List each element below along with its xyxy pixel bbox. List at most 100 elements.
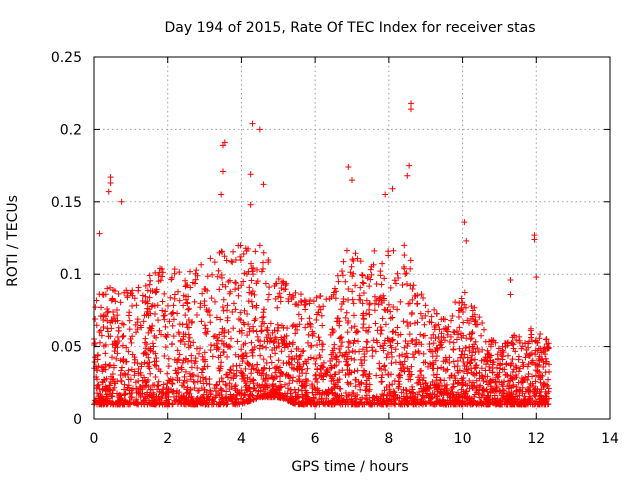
data-point xyxy=(343,356,350,363)
data-point xyxy=(241,307,248,314)
data-point xyxy=(117,299,124,306)
data-point xyxy=(151,361,158,368)
data-point xyxy=(476,394,483,401)
data-point xyxy=(399,351,406,358)
data-points xyxy=(91,100,553,408)
data-point xyxy=(216,286,223,293)
data-point xyxy=(417,368,424,375)
data-point xyxy=(481,326,488,333)
data-point xyxy=(248,277,255,284)
data-point xyxy=(394,270,401,277)
data-point xyxy=(377,324,384,331)
data-point xyxy=(360,280,367,287)
data-point xyxy=(114,378,121,385)
data-point xyxy=(223,388,230,395)
data-point xyxy=(120,321,127,328)
data-point xyxy=(456,324,463,331)
data-point xyxy=(230,325,237,332)
data-point xyxy=(155,317,162,324)
data-point xyxy=(259,343,266,350)
data-point xyxy=(160,313,167,320)
data-point xyxy=(152,373,159,380)
data-point xyxy=(336,369,343,376)
data-point xyxy=(183,389,190,396)
data-point xyxy=(468,303,475,310)
data-point xyxy=(461,289,468,296)
data-point xyxy=(126,397,133,404)
data-point xyxy=(320,303,327,310)
data-point xyxy=(411,320,418,327)
data-point xyxy=(408,311,415,318)
x-tick-label: 4 xyxy=(237,431,246,447)
data-point xyxy=(219,281,226,288)
data-point xyxy=(545,376,552,383)
data-point xyxy=(512,395,519,402)
data-point xyxy=(180,336,187,343)
data-point xyxy=(142,335,149,342)
y-tick-label: 0.05 xyxy=(51,340,82,356)
data-point xyxy=(185,317,192,324)
data-point xyxy=(338,268,345,275)
data-point xyxy=(267,353,274,360)
data-point xyxy=(471,341,478,348)
data-point xyxy=(409,383,416,390)
data-point xyxy=(117,396,124,403)
data-point xyxy=(463,335,470,342)
y-tick-label: 0 xyxy=(73,412,82,428)
data-point xyxy=(358,360,365,367)
data-point xyxy=(393,280,400,287)
data-point xyxy=(327,358,334,365)
chart-title: Day 194 of 2015, Rate Of TEC Index for r… xyxy=(164,20,535,36)
data-point xyxy=(142,378,149,385)
data-point xyxy=(359,372,366,379)
data-point xyxy=(303,370,310,377)
data-point xyxy=(390,247,397,254)
data-point xyxy=(455,313,462,320)
data-point xyxy=(242,391,249,398)
data-point xyxy=(268,359,275,366)
data-point xyxy=(404,319,411,326)
data-point xyxy=(253,302,260,309)
data-point xyxy=(363,392,370,399)
data-point xyxy=(95,381,102,388)
data-point xyxy=(252,248,259,255)
data-point xyxy=(486,363,493,370)
data-point xyxy=(285,359,292,366)
data-point xyxy=(371,247,378,254)
data-point xyxy=(363,383,370,390)
data-point xyxy=(459,348,466,355)
data-point xyxy=(127,394,134,401)
data-point xyxy=(377,330,384,337)
data-point xyxy=(408,363,415,370)
data-point xyxy=(131,354,138,361)
data-point xyxy=(446,359,453,366)
data-point xyxy=(433,310,440,317)
data-point xyxy=(109,354,116,361)
data-point xyxy=(180,302,187,309)
data-point xyxy=(286,375,293,382)
data-point xyxy=(120,332,127,339)
data-point xyxy=(222,283,229,290)
data-point xyxy=(286,291,293,298)
data-point xyxy=(372,348,379,355)
data-point xyxy=(416,376,423,383)
x-tick-label: 12 xyxy=(527,431,545,447)
data-point xyxy=(450,339,457,346)
data-point xyxy=(377,343,384,350)
data-point xyxy=(200,380,207,387)
y-tick-label: 0.25 xyxy=(51,50,82,66)
data-point xyxy=(225,329,232,336)
data-point xyxy=(112,298,119,305)
data-point xyxy=(534,347,541,354)
data-point xyxy=(394,340,401,347)
data-point xyxy=(114,312,121,319)
data-point xyxy=(373,372,380,379)
data-point xyxy=(139,377,146,384)
data-point xyxy=(284,343,291,350)
data-point xyxy=(419,392,426,399)
data-point xyxy=(284,385,291,392)
data-point xyxy=(415,348,422,355)
data-point xyxy=(146,397,153,404)
data-point xyxy=(385,248,392,255)
data-point xyxy=(299,348,306,355)
